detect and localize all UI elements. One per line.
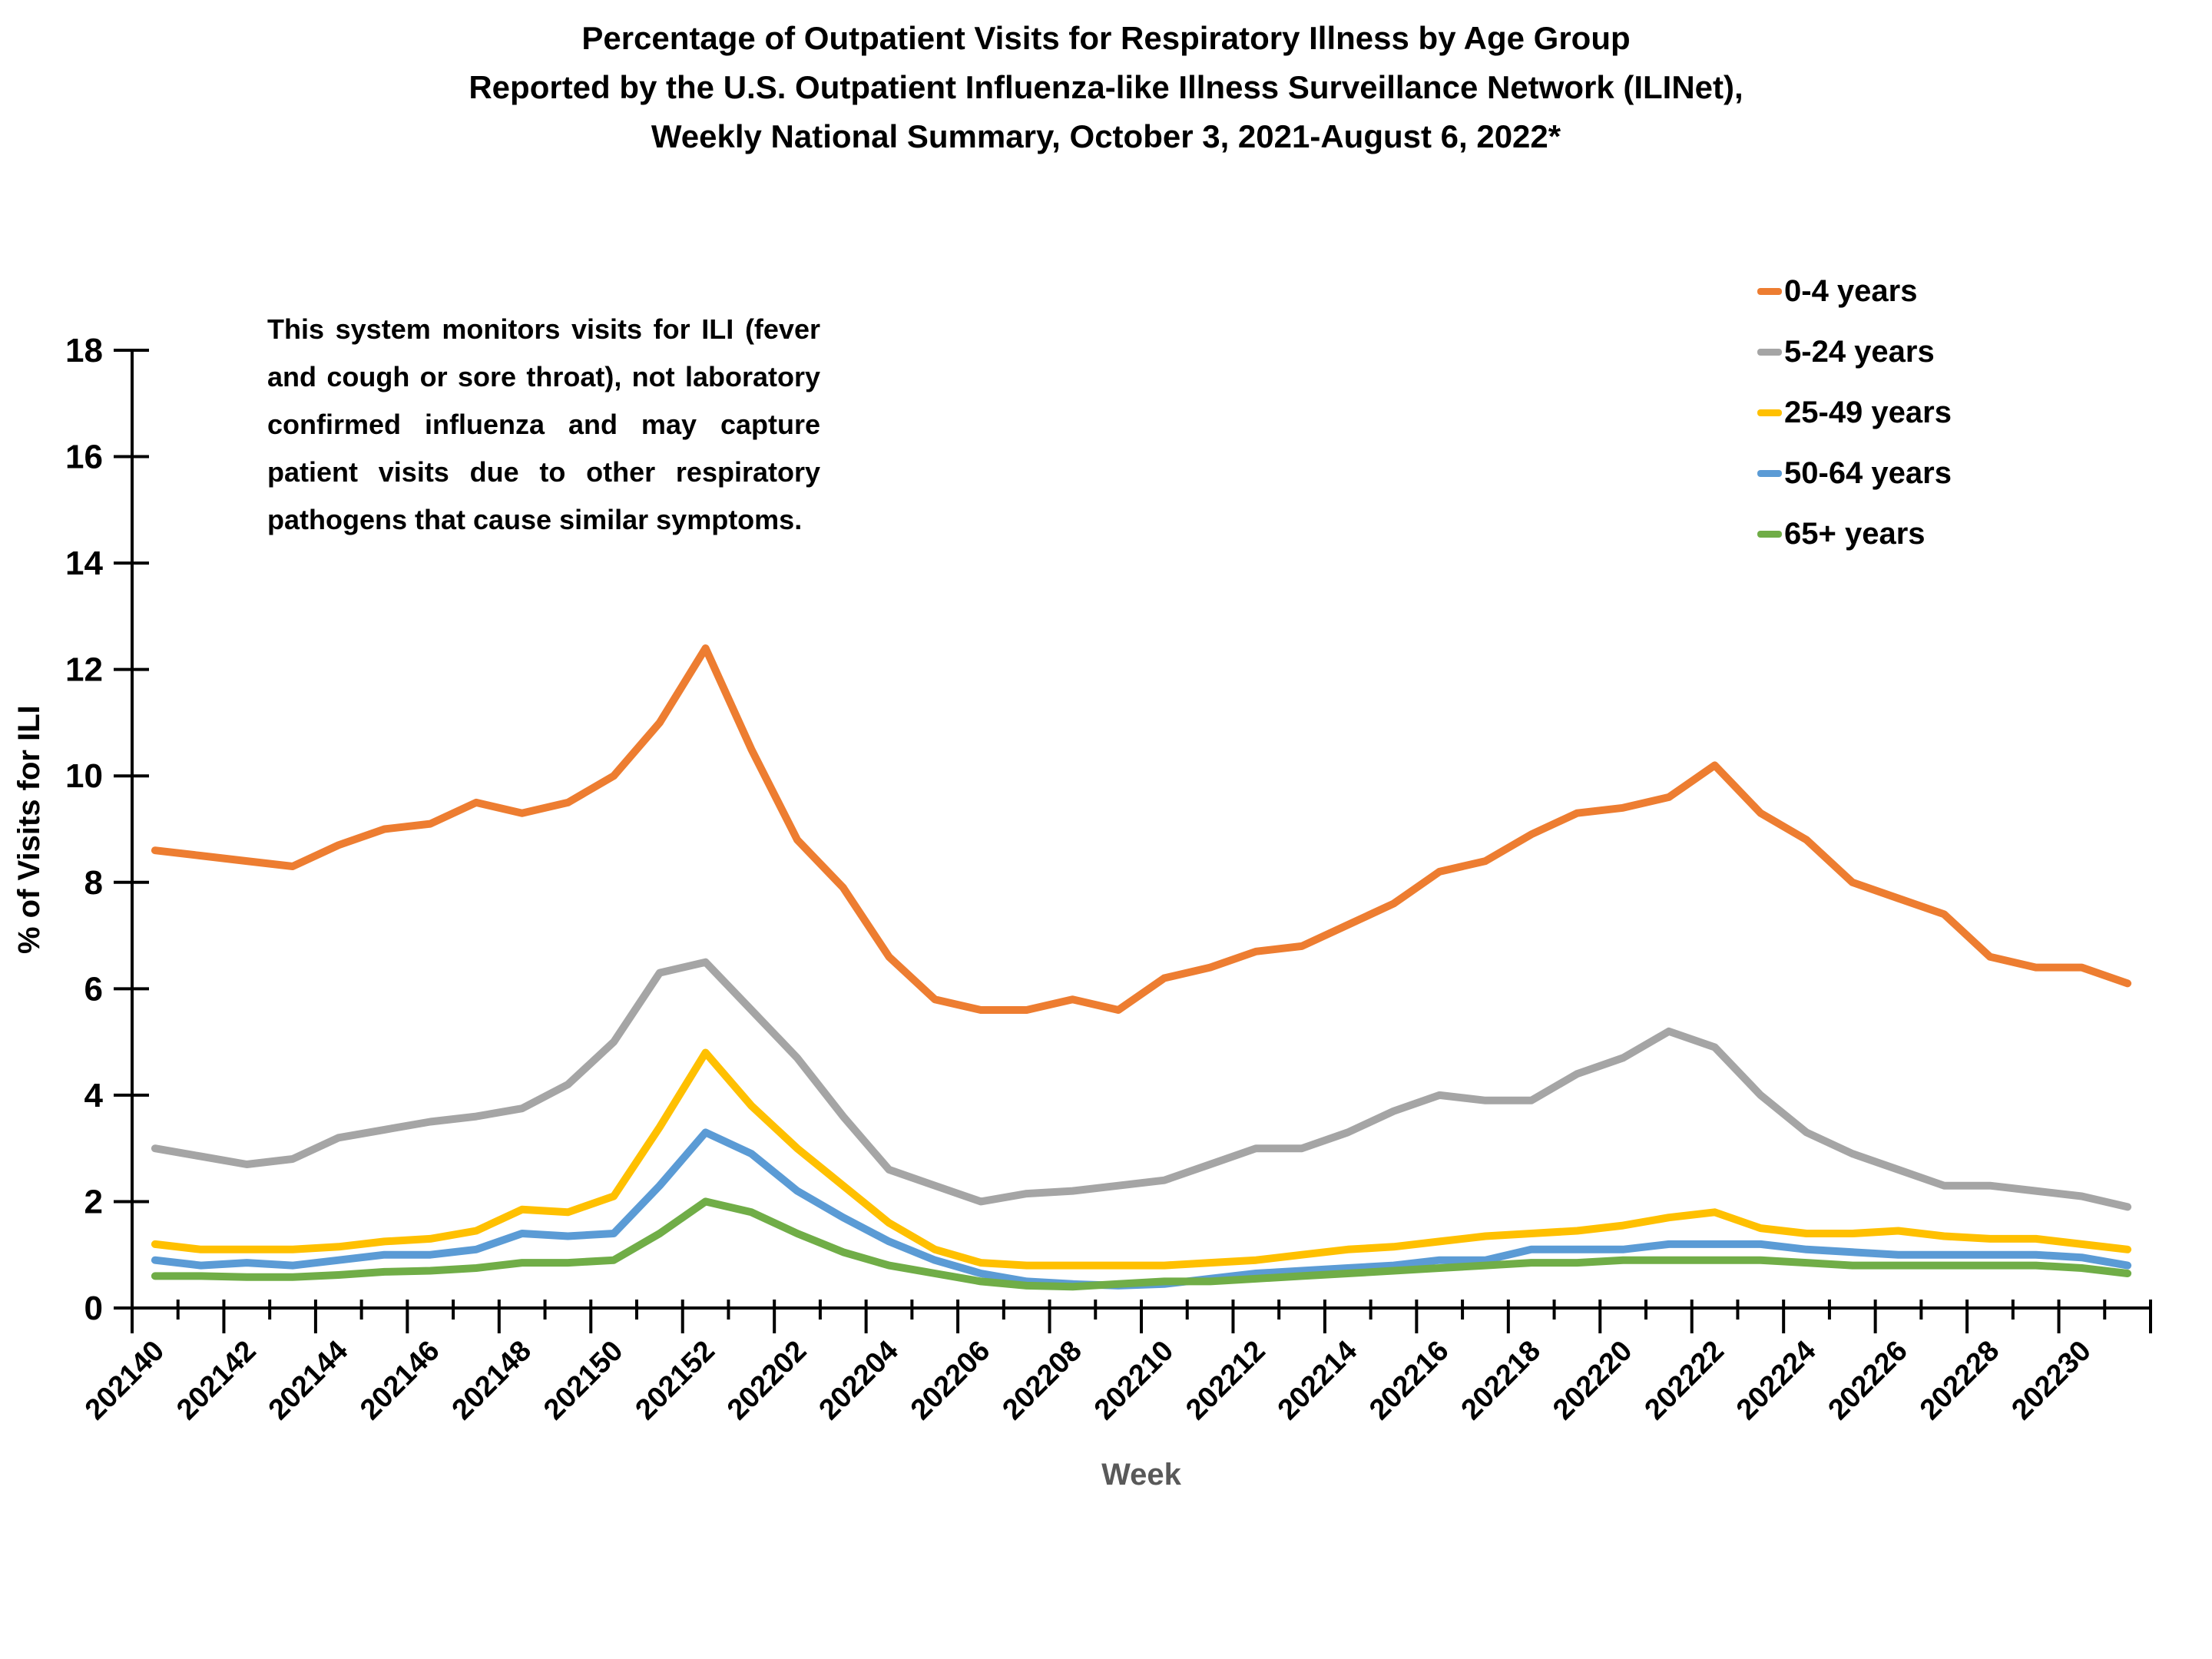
x-tick-label: 202216 bbox=[1363, 1335, 1455, 1426]
x-tick-label: 202220 bbox=[1547, 1335, 1638, 1426]
x-tick-label: 202140 bbox=[79, 1335, 171, 1426]
x-axis-title: Week bbox=[1101, 1458, 1181, 1492]
y-tick-label: 12 bbox=[65, 651, 103, 689]
y-tick-label: 2 bbox=[84, 1183, 103, 1220]
x-tick-label: 202222 bbox=[1639, 1335, 1730, 1426]
legend-dash-icon bbox=[1757, 469, 1782, 477]
y-tick-label: 16 bbox=[65, 439, 103, 476]
y-axis-title: % of Visits for ILI bbox=[12, 705, 46, 954]
x-tick-label: 202212 bbox=[1180, 1335, 1271, 1426]
legend-item-65plus-years: 65+ years bbox=[1757, 516, 1952, 551]
x-tick-label: 202144 bbox=[263, 1335, 354, 1426]
legend-item-50-64-years: 50-64 years bbox=[1757, 455, 1952, 491]
x-tick-label: 202228 bbox=[1914, 1335, 2005, 1426]
x-tick-label: 202208 bbox=[996, 1335, 1088, 1426]
x-tick-label: 202152 bbox=[630, 1335, 721, 1426]
series-line-65-years bbox=[151, 1197, 2132, 1291]
legend-dash-icon bbox=[1757, 409, 1782, 416]
legend-item-5-24-years: 5-24 years bbox=[1757, 334, 1952, 369]
y-tick-label: 18 bbox=[65, 332, 103, 369]
x-tick-label: 202202 bbox=[721, 1335, 813, 1426]
legend-dash-icon bbox=[1757, 348, 1782, 356]
legend-item-25-49-years: 25-49 years bbox=[1757, 395, 1952, 430]
x-tick-label: 202148 bbox=[446, 1335, 538, 1426]
x-tick-label: 202150 bbox=[538, 1335, 629, 1426]
x-tick-label: 202230 bbox=[2005, 1335, 2097, 1426]
x-tick-label: 202214 bbox=[1272, 1335, 1363, 1426]
legend-label: 25-49 years bbox=[1784, 395, 1952, 429]
x-tick-label: 202204 bbox=[813, 1335, 904, 1426]
chart-title: Percentage of Outpatient Visits for Resp… bbox=[0, 14, 2212, 161]
x-tick-label: 202210 bbox=[1088, 1335, 1180, 1426]
ili-definition-note: This system monitors visits for ILI (fev… bbox=[267, 313, 820, 535]
y-tick-label: 8 bbox=[84, 864, 103, 902]
series-line-0-4-years bbox=[151, 644, 2132, 1014]
chart-title-line2: Reported by the U.S. Outpatient Influenz… bbox=[469, 69, 1743, 105]
legend-dash-icon bbox=[1757, 530, 1782, 538]
chart-title-line3: Weekly National Summary, October 3, 2021… bbox=[651, 118, 1561, 154]
x-tick-label: 202224 bbox=[1730, 1335, 1822, 1426]
legend-label: 50-64 years bbox=[1784, 455, 1952, 490]
x-tick-label: 202146 bbox=[354, 1335, 445, 1426]
legend-item-0-4-years: 0-4 years bbox=[1757, 273, 1952, 309]
x-tick-label: 202226 bbox=[1822, 1335, 1913, 1426]
legend-label: 65+ years bbox=[1784, 516, 1926, 551]
x-tick-label: 202218 bbox=[1455, 1335, 1547, 1426]
series-line-25-49-years bbox=[151, 1048, 2132, 1270]
y-tick-label: 14 bbox=[65, 545, 103, 582]
y-tick-label: 4 bbox=[84, 1077, 104, 1114]
series-line-5-24-years bbox=[151, 958, 2132, 1211]
y-tick-label: 10 bbox=[65, 757, 103, 795]
x-tick-label: 202206 bbox=[905, 1335, 996, 1426]
y-tick-label: 0 bbox=[84, 1290, 103, 1327]
legend: 0-4 years 5-24 years 25-49 years 50-64 y… bbox=[1757, 273, 1952, 577]
legend-label: 5-24 years bbox=[1784, 334, 1935, 369]
legend-dash-icon bbox=[1757, 287, 1782, 295]
y-tick-label: 6 bbox=[84, 970, 103, 1008]
x-tick-label: 202142 bbox=[171, 1335, 262, 1426]
chart-title-line1: Percentage of Outpatient Visits for Resp… bbox=[581, 20, 1631, 56]
legend-label: 0-4 years bbox=[1784, 273, 1918, 308]
